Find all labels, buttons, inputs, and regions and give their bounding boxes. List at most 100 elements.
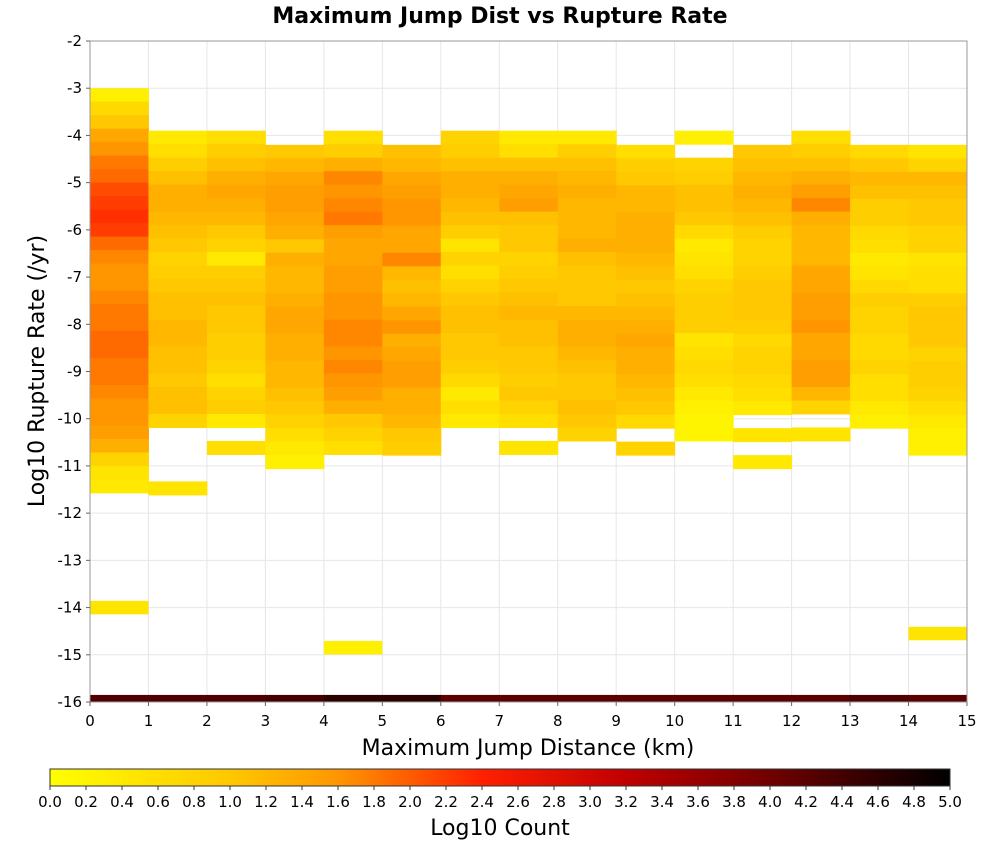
heatmap-cell: [791, 333, 851, 348]
colorbar-tick-label: 4.6: [866, 793, 890, 811]
heatmap-cell: [206, 400, 266, 415]
heatmap-cell: [908, 320, 968, 335]
heatmap-cell: [90, 115, 149, 130]
x-tick-label: 2: [202, 712, 212, 730]
colorbar-tick-label: 2.4: [470, 793, 494, 811]
heatmap-cell: [265, 171, 325, 186]
heatmap-cell: [440, 279, 500, 294]
heatmap-cell: [557, 279, 617, 294]
heatmap-cells: [90, 88, 968, 702]
colorbar-tick-label: 4.0: [758, 793, 782, 811]
colorbar-tick-label: 0.8: [182, 793, 206, 811]
heatmap-cell: [791, 252, 851, 267]
heatmap-cell: [499, 333, 559, 348]
heatmap-cell: [440, 694, 500, 702]
x-tick-label: 0: [85, 712, 95, 730]
colorbar-ticks: 0.0 0.2 0.4 0.6 0.8 1.0 1.2 1.4 1.6 1.8 2.0 2.2 2.4 2…: [38, 786, 962, 811]
colorbar-tick-label: 1.2: [254, 793, 278, 811]
colorbar-tick-label: 4.2: [794, 793, 818, 811]
colorbar-tick-label: 3.2: [614, 793, 638, 811]
x-tick-label: 10: [665, 712, 684, 730]
heatmap-cell: [206, 694, 266, 702]
heatmap-cell: [499, 292, 559, 307]
heatmap-cell: [323, 319, 383, 334]
x-tick-label: 13: [841, 712, 860, 730]
heatmap-cell: [90, 209, 149, 224]
heatmap-cell: [90, 384, 149, 399]
heatmap-cell: [791, 130, 851, 145]
heatmap-cell: [382, 306, 442, 321]
heatmap-cell: [323, 130, 383, 145]
x-tick-label: 14: [899, 712, 918, 730]
y-tick-label: -4: [67, 126, 82, 144]
heatmap-cell: [850, 333, 910, 348]
heatmap-cell: [382, 347, 442, 362]
heatmap-cell: [791, 427, 851, 442]
heatmap-cell: [265, 158, 325, 173]
heatmap-cell: [616, 225, 676, 240]
heatmap-cell: [323, 440, 383, 455]
heatmap-cell: [265, 455, 325, 470]
y-tick-label: -2: [67, 32, 82, 50]
heatmap-cell: [323, 373, 383, 388]
heatmap-cell: [616, 360, 676, 375]
heatmap-cell: [440, 400, 500, 415]
colorbar-tick-label: 3.6: [686, 793, 710, 811]
heatmap-cell: [382, 694, 442, 702]
heatmap-cell: [499, 360, 559, 375]
heatmap-cell: [90, 398, 149, 413]
heatmap-cell: [791, 211, 851, 226]
colorbar-tick-label: 2.2: [434, 793, 458, 811]
heatmap-cell: [791, 157, 851, 172]
heatmap-cell: [733, 320, 793, 335]
heatmap-cell: [90, 263, 149, 278]
heatmap-cell: [90, 304, 149, 319]
heatmap-cell: [323, 427, 383, 442]
y-tick-label: -6: [67, 221, 82, 239]
heatmap-cell: [265, 279, 325, 294]
heatmap-cell: [90, 438, 149, 453]
heatmap-cell: [850, 320, 910, 335]
heatmap-cell: [674, 387, 734, 401]
heatmap-cell: [850, 225, 910, 240]
heatmap-cell: [90, 236, 149, 251]
heatmap-cell: [908, 198, 968, 213]
y-tick-label: -9: [67, 363, 82, 381]
x-tick-label: 6: [436, 712, 446, 730]
plot-area: [89, 40, 968, 703]
heatmap-cell: [90, 317, 149, 332]
heatmap-cell: [90, 290, 149, 305]
heatmap-cell: [908, 360, 968, 375]
heatmap-cell: [908, 414, 968, 429]
heatmap-cell: [791, 225, 851, 240]
y-tick-label: -15: [58, 646, 83, 664]
heatmap-cell: [674, 184, 734, 199]
heatmap-cell: [265, 185, 325, 200]
heatmap-cell: [148, 198, 208, 213]
heatmap-cell: [148, 225, 208, 240]
colorbar-gradient: [49, 768, 951, 787]
heatmap-cell: [674, 413, 734, 428]
heatmap-cell: [382, 212, 442, 227]
heatmap-cell: [733, 279, 793, 294]
y-tick-label: -13: [58, 551, 83, 569]
heatmap-cell: [206, 144, 266, 159]
heatmap-cell: [382, 293, 442, 308]
heatmap-cell: [791, 238, 851, 253]
heatmap-cell: [323, 292, 383, 307]
heatmap-cell: [791, 400, 851, 415]
heatmap-cell: [206, 413, 266, 428]
heatmap-cell: [791, 387, 851, 401]
heatmap-cell: [265, 144, 325, 159]
heatmap-cell: [674, 265, 734, 280]
heatmap-cell: [148, 387, 208, 401]
heatmap-cell: [616, 239, 676, 254]
heatmap-cell: [616, 185, 676, 200]
heatmap-cell: [206, 265, 266, 280]
y-tick-label: -3: [67, 79, 82, 97]
heatmap-cell: [499, 440, 559, 455]
heatmap-cell: [323, 279, 383, 294]
heatmap-cell: [265, 266, 325, 281]
heatmap-cell: [90, 371, 149, 386]
x-tick-label: 9: [611, 712, 621, 730]
